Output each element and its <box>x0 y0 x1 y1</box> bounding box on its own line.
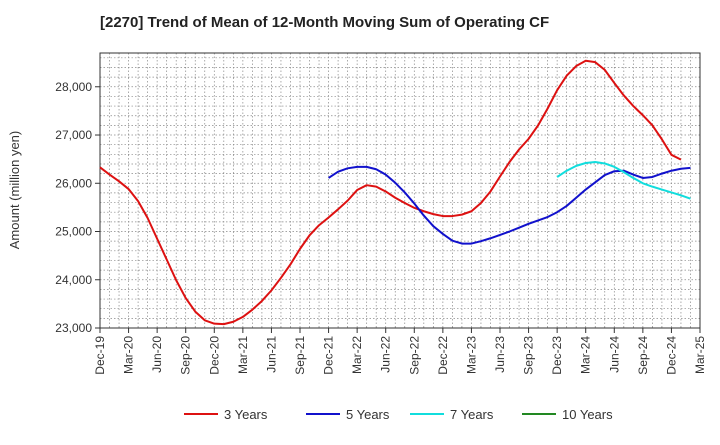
x-tick-label: Jun-24 <box>607 336 621 373</box>
series-line-3-years <box>99 59 682 326</box>
x-tick-label: Sep-23 <box>522 336 536 375</box>
x-tick-label: Sep-24 <box>636 336 650 375</box>
x-tick-label: Sep-21 <box>293 336 307 375</box>
x-tick-label: Mar-21 <box>236 336 250 374</box>
plot-frame <box>99 52 701 329</box>
x-tick-label: Dec-22 <box>436 336 450 375</box>
x-tick-label: Mar-24 <box>579 336 593 374</box>
x-tick-label: Jun-21 <box>264 336 278 373</box>
vertical-gridlines <box>109 53 691 328</box>
x-tick-label: Dec-24 <box>664 336 678 375</box>
y-tick-label: 24,000 <box>55 273 92 287</box>
x-tick-label: Mar-20 <box>122 336 136 374</box>
legend-label-10-years: 10 Years <box>562 407 613 422</box>
y-tick-label: 23,000 <box>55 321 92 335</box>
x-tick-label: Sep-20 <box>179 336 193 375</box>
y-tick-label: 26,000 <box>55 176 92 190</box>
x-tick-label: Mar-22 <box>350 336 364 374</box>
series-line-5-years <box>328 165 691 245</box>
y-tick-label: 25,000 <box>55 225 92 239</box>
legend-label-3-years: 3 Years <box>224 407 268 422</box>
plot-area <box>100 53 700 328</box>
x-tick-label: Mar-25 <box>693 336 707 374</box>
x-tick-label: Jun-23 <box>493 336 507 373</box>
x-tick-label: Jun-22 <box>379 336 393 373</box>
y-axis-label: Amount (million yen) <box>7 131 22 250</box>
x-tick-label: Dec-21 <box>322 336 336 375</box>
x-tick-label: Sep-22 <box>407 336 421 375</box>
x-tick-label: Dec-20 <box>207 336 221 375</box>
series-line-7-years <box>556 161 691 200</box>
x-axis-ticks: Dec-19 Mar-20 Jun-20 Sep-20 Dec-20 Mar-21 Jun-… <box>93 328 707 375</box>
x-tick-label: Jun-20 <box>150 336 164 373</box>
legend-label-5-years: 5 Years <box>346 407 390 422</box>
y-axis-ticks: 23,000 24,000 25,000 26,000 27,000 28,000 <box>55 80 100 335</box>
x-tick-label: Mar-23 <box>464 336 478 374</box>
y-tick-label: 28,000 <box>55 80 92 94</box>
series-lines <box>99 59 691 326</box>
y-tick-label: 27,000 <box>55 128 92 142</box>
x-tick-label: Dec-19 <box>93 336 107 375</box>
legend-label-7-years: 7 Years <box>450 407 494 422</box>
legend: 3 Years 5 Years 7 Years 10 Years <box>184 407 613 422</box>
x-tick-label: Dec-23 <box>550 336 564 375</box>
chart-title: [2270] Trend of Mean of 12-Month Moving … <box>100 14 549 31</box>
